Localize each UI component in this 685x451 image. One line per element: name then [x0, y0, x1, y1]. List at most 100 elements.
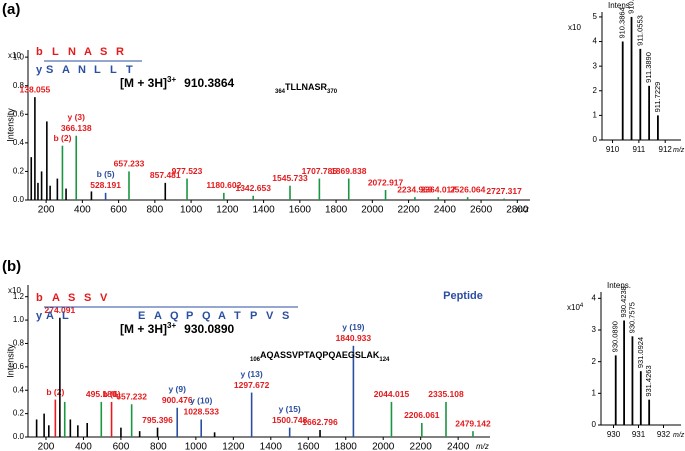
peptide-end: 124	[379, 357, 390, 363]
peak-label: 1028.533	[183, 407, 219, 417]
inset-y-tick-label: 4	[592, 293, 597, 302]
y-axis-label: Intensity	[5, 344, 15, 378]
x-tick-label: 2000	[361, 205, 384, 216]
x-tick-label: 1600	[297, 442, 320, 451]
peak-label: 495.180	[86, 389, 117, 399]
x-tick-label: 1600	[289, 205, 312, 216]
inset-peak-label: 930.7575	[627, 302, 636, 333]
inset-x-tick-label: 931	[632, 430, 646, 439]
x-tick-label: 2600	[470, 205, 493, 216]
inset-peak-label: 910.3864	[618, 7, 627, 38]
b-residue: N	[68, 46, 76, 58]
precursor: [M + 3H]3+ 910.3864	[120, 75, 235, 91]
y-tick-label: 0.8	[13, 339, 25, 348]
peak-label: 1180.602	[206, 180, 241, 190]
inset-y-tick-label: 2	[593, 86, 598, 95]
peptide-start: 106	[250, 357, 261, 363]
ion-label: b (2)	[53, 133, 71, 143]
x-tick-label: 600	[110, 205, 127, 216]
inset-x-tick-label: 910	[606, 145, 620, 154]
y-residue: A	[154, 310, 162, 322]
x-tick-label: 2000	[372, 442, 395, 451]
inset-peak-label: 911.0553	[635, 15, 644, 46]
y-residue: E	[138, 310, 145, 322]
x-tick-label: 600	[113, 442, 130, 451]
ion-label: b (6)	[103, 389, 121, 399]
x-tick-label: 2200	[410, 442, 433, 451]
inset-y-tick-label: 4	[593, 37, 598, 46]
inset-scale: x104	[567, 303, 584, 313]
inset-x-tick-label: 930	[607, 430, 621, 439]
inset-y-tick-label: 3	[592, 325, 597, 334]
scale-label: x10	[8, 286, 21, 295]
x-tick-label: 400	[75, 442, 92, 451]
peak-label: 1662.796	[302, 417, 338, 427]
y-residue: L	[62, 310, 69, 322]
y-tick-label: 0.0	[13, 432, 25, 441]
peptide-sequence: TLLNASR	[285, 82, 327, 92]
inset-peak-label: 930.4238	[619, 286, 628, 317]
inset-y-tick-label: 0	[593, 135, 598, 144]
y-residue: S	[282, 310, 289, 322]
x-tick-label: 1400	[260, 442, 283, 451]
inset-peak-label: 931.0924	[636, 337, 645, 368]
ion-label: b (5)	[97, 169, 115, 179]
ion-label: b (2)	[46, 387, 64, 397]
inset-title: Intens.	[608, 1, 632, 10]
precursor-mz: 910.3864	[184, 76, 234, 90]
y-tick-label: 0.4	[13, 138, 25, 147]
y-tick-label: 0.6	[13, 362, 25, 371]
peak-label: 2044.015	[374, 389, 410, 399]
y-residue: N	[78, 64, 86, 76]
y-residue: T	[126, 64, 133, 76]
x-tick-label: 1000	[180, 205, 203, 216]
y-residue: A	[218, 310, 226, 322]
peak-label: 138.055	[20, 84, 51, 94]
x-tick-label: 1400	[252, 205, 275, 216]
y-residue: L	[94, 64, 101, 76]
y-residue: Q	[202, 310, 211, 322]
ion-label: y (19)	[342, 322, 364, 332]
x-tick-label: 1800	[325, 205, 348, 216]
x-tick-label: 1200	[216, 205, 239, 216]
inset-scale-base: x10	[568, 23, 581, 32]
inset-scale-base: x10	[567, 303, 580, 312]
peak-label: 366.138	[61, 123, 92, 133]
x-tick-label: 200	[38, 442, 55, 451]
y-ion-label: y	[36, 64, 43, 76]
inset-x-tick-label: 911	[632, 145, 645, 154]
peptide-sequence: AQASSVPTAQPQAEGSLAK	[260, 350, 380, 360]
b-residue: V	[100, 292, 108, 304]
inset-peak-label: 931.4263	[644, 365, 653, 396]
inset-peak-label: 911.7229	[653, 82, 662, 113]
peptide-start: 364	[275, 89, 286, 95]
precursor-ion: [M + 3H]	[120, 76, 167, 90]
inset-y-tick-label: 0	[592, 420, 597, 429]
ion-label: y (13)	[241, 369, 263, 379]
inset-y-tick-label: 3	[593, 61, 598, 70]
inset-scale-exp: 4	[580, 303, 584, 309]
peak-label: 2526.064	[450, 184, 486, 194]
peak-label: 657.233	[114, 159, 145, 169]
peak-label: 977.523	[172, 166, 203, 176]
peptide: 364TLLNASR370	[275, 82, 338, 94]
peak-label: 1707.785	[302, 166, 338, 176]
y-residue: P	[186, 310, 193, 322]
panel-label: (a)	[2, 1, 20, 18]
x-axis-label: m/z	[516, 205, 529, 214]
peak-label: 2727.317	[486, 186, 522, 196]
inset-y-tick-label: 1	[592, 388, 597, 397]
y-residue: A	[62, 64, 70, 76]
peak-label: 528.191	[90, 180, 121, 190]
y-residue: P	[250, 310, 257, 322]
y-tick-label: 0.6	[13, 109, 25, 118]
x-tick-label: 2200	[397, 205, 420, 216]
peak-label: 1342.653	[235, 183, 271, 193]
y-ion-label: y	[36, 310, 43, 322]
y-residue: Q	[170, 310, 179, 322]
ion-label: y (15)	[279, 404, 301, 414]
y-tick-label: 1.0	[13, 52, 25, 61]
peptide: 106AQASSVPTAQPQAEGSLAK124	[250, 350, 390, 362]
ion-label: y (10)	[190, 396, 212, 406]
